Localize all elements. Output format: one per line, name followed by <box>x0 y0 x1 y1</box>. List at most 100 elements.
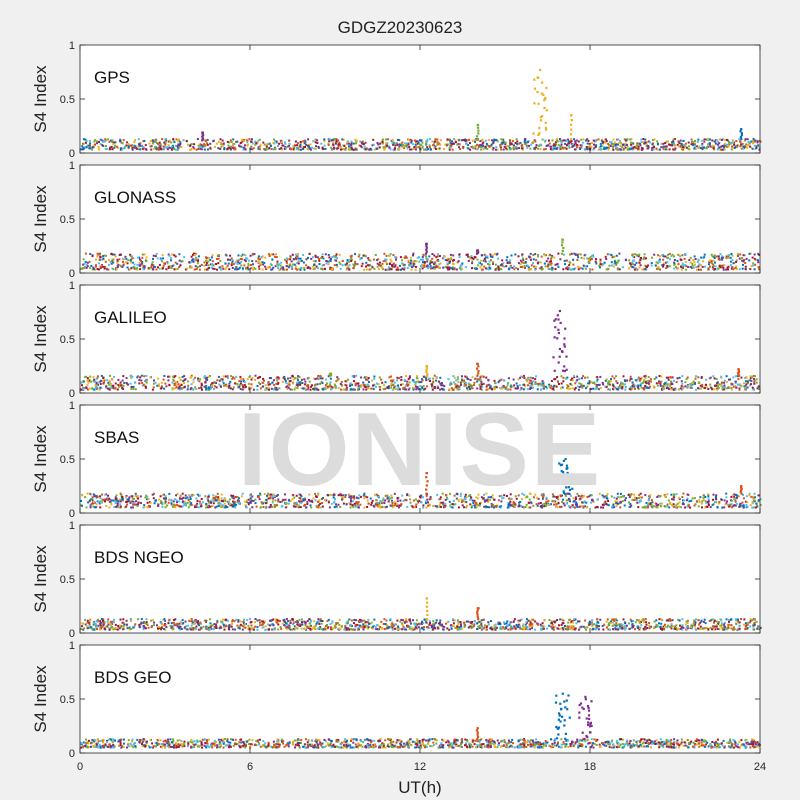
data-point <box>179 379 182 381</box>
data-point <box>597 138 600 141</box>
data-point <box>726 138 728 141</box>
data-point <box>680 144 683 147</box>
data-point <box>320 498 323 500</box>
data-point <box>722 266 725 269</box>
data-point <box>381 267 384 270</box>
data-point <box>550 257 553 260</box>
data-point <box>174 387 177 390</box>
data-point <box>421 378 423 381</box>
data-point <box>434 505 437 508</box>
data-point <box>657 142 659 145</box>
data-point <box>142 148 145 151</box>
data-point <box>438 505 441 508</box>
data-point <box>365 265 367 268</box>
data-point <box>526 141 529 144</box>
data-point <box>668 265 671 268</box>
data-point <box>272 388 275 391</box>
data-point <box>298 376 301 379</box>
data-point <box>487 379 490 382</box>
data-point <box>91 255 94 258</box>
data-point <box>405 375 408 377</box>
data-point <box>272 253 275 256</box>
data-point <box>430 383 433 386</box>
data-point <box>315 265 318 268</box>
data-point <box>405 142 408 145</box>
data-point <box>296 262 299 265</box>
data-point <box>444 266 447 268</box>
data-point <box>429 259 432 262</box>
data-point <box>455 379 458 382</box>
data-point <box>350 146 353 149</box>
data-point <box>645 380 648 383</box>
data-point <box>470 255 473 258</box>
data-point <box>458 143 461 146</box>
data-point <box>659 268 661 271</box>
data-point <box>458 146 460 149</box>
data-point <box>647 144 650 147</box>
data-point <box>310 257 313 260</box>
data-point <box>484 139 487 142</box>
data-point <box>360 376 363 379</box>
data-point <box>297 267 300 270</box>
data-point <box>695 388 698 391</box>
data-point <box>369 259 372 262</box>
data-point <box>510 142 513 145</box>
data-point <box>408 375 411 378</box>
data-point <box>735 386 738 389</box>
data-point <box>167 375 169 378</box>
data-point <box>88 387 91 390</box>
data-point <box>115 268 118 270</box>
data-point <box>271 258 274 261</box>
spike-peak <box>737 368 740 371</box>
data-point <box>272 266 275 269</box>
data-point <box>682 265 685 268</box>
data-point <box>121 147 124 150</box>
figure-title: GDGZ20230623 <box>337 18 463 37</box>
data-point <box>458 385 460 388</box>
data-point <box>371 266 374 269</box>
data-point <box>751 147 754 150</box>
data-point <box>622 143 625 146</box>
data-point <box>80 148 83 151</box>
data-point <box>252 266 255 269</box>
data-point <box>694 140 696 142</box>
data-point <box>132 257 135 259</box>
data-point <box>329 381 332 384</box>
data-point <box>712 503 715 506</box>
data-point <box>532 258 535 261</box>
data-point <box>528 255 531 258</box>
data-point <box>249 267 252 270</box>
data-point <box>175 499 178 502</box>
data-point <box>425 147 428 150</box>
data-point <box>717 385 719 388</box>
data-point <box>513 265 516 268</box>
data-point <box>666 386 669 389</box>
data-point <box>544 148 547 150</box>
data-point <box>321 146 324 149</box>
data-point <box>571 377 573 380</box>
data-point <box>485 385 488 388</box>
data-point <box>141 262 144 265</box>
data-point <box>491 256 494 259</box>
data-point <box>390 139 393 142</box>
data-point <box>595 262 598 265</box>
data-point <box>555 385 558 388</box>
data-point <box>381 138 384 141</box>
data-point <box>149 145 152 148</box>
data-point <box>200 505 203 508</box>
data-point <box>480 374 483 377</box>
data-point <box>352 148 355 151</box>
data-point <box>241 267 244 270</box>
data-point <box>133 497 135 500</box>
data-point <box>482 148 485 151</box>
data-point <box>384 381 387 384</box>
data-point <box>400 142 403 145</box>
data-point <box>349 382 352 385</box>
data-point <box>461 375 463 378</box>
data-point <box>99 386 102 389</box>
data-point <box>330 139 333 142</box>
data-point <box>106 379 109 382</box>
data-point <box>433 254 436 257</box>
data-point <box>209 375 211 377</box>
data-point <box>195 388 198 390</box>
